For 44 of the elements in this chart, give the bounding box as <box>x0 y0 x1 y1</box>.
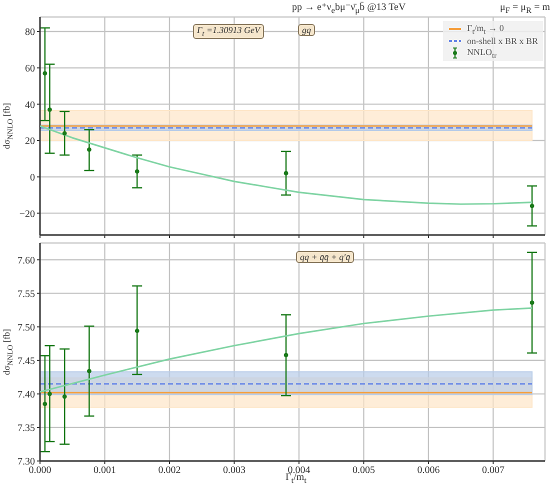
legend-label: Γ$_{t}$/m$_{t}$ → 0 <box>466 22 504 36</box>
y-tick-label: 7.55 <box>18 288 35 300</box>
legend-label: on-shell x BR x BR <box>466 36 538 46</box>
y-tick-label: 60 <box>25 63 35 74</box>
y-tick-label: −20 <box>19 208 35 220</box>
y-tick-label: 80 <box>25 27 35 38</box>
x-tick-label: 0.007 <box>482 465 504 476</box>
point <box>42 402 48 406</box>
y-tick-label: 0 <box>30 172 35 184</box>
line-series <box>40 125 533 205</box>
x-tick-label: 0.000 <box>28 465 52 476</box>
x-tick-label: 0.005 <box>352 465 375 476</box>
y-tick-label: 7.45 <box>18 356 35 367</box>
point <box>87 368 92 374</box>
point <box>62 394 67 399</box>
point <box>134 328 140 334</box>
point <box>284 352 288 358</box>
y-tick-label: 7.30 <box>18 456 35 468</box>
y-tick-label: 20 <box>25 136 35 148</box>
point <box>530 204 534 208</box>
x-tick-label: 0.001 <box>93 465 116 476</box>
x-tick-label: 0.002 <box>158 465 181 476</box>
legend-label: NNLO$_{tr}$ <box>466 46 497 60</box>
point <box>48 392 52 396</box>
chart-subtitle: μ$_{F}$ = μ$_{R}$ = m <box>500 2 550 15</box>
point <box>284 171 288 176</box>
y-tick-label: 7.40 <box>18 389 35 400</box>
line-series <box>40 307 533 393</box>
point <box>87 147 92 152</box>
y-tick-label: 7.35 <box>18 423 35 434</box>
y-tick-label: 40 <box>25 100 35 111</box>
y-tick-label: 7.50 <box>18 322 35 334</box>
y-tick-label: 7.60 <box>18 255 35 266</box>
point <box>530 300 534 305</box>
annotation: qq + q̄q̄ + q′q̄ <box>296 251 354 263</box>
point <box>134 169 140 174</box>
x-tick-label: 0.003 <box>222 465 246 476</box>
annotation: gq <box>298 24 315 36</box>
point <box>48 107 52 112</box>
annotation: Γ$_{t}$ =1.30913 GeV <box>193 24 264 39</box>
point <box>42 71 48 76</box>
x-tick-label: 0.006 <box>417 465 440 476</box>
point <box>62 131 67 136</box>
chart-title: pp → e⁺ν$_{e}$bμ⁻ν̄$_{μ}$b̄ @13 TeV <box>292 2 406 15</box>
